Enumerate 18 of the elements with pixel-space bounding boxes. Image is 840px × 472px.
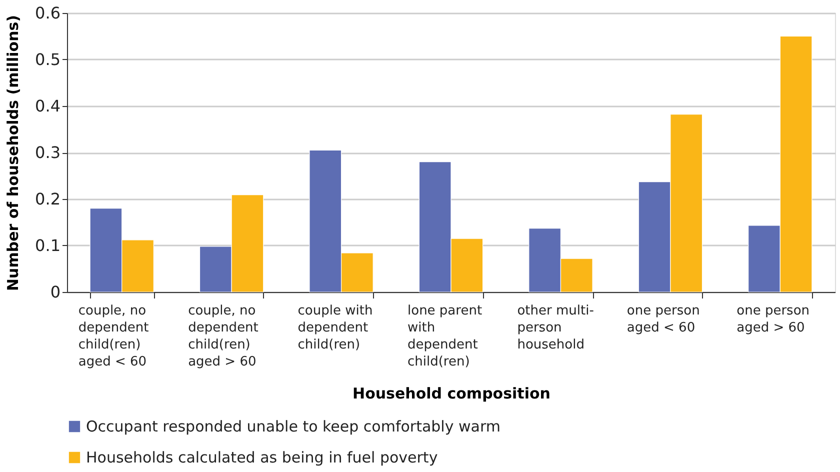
- y-tick-label: 0.6: [35, 4, 60, 22]
- y-tick-label: 0.5: [35, 50, 60, 69]
- y-axis-title: Number of households (millions): [4, 14, 22, 292]
- x-tick-label: lone parent with dependent child(ren): [408, 304, 482, 370]
- x-tick-label: couple, no dependent child(ren) aged < 60: [78, 304, 149, 370]
- y-tick-label: 0.1: [35, 236, 60, 255]
- y-tick-label: 0.4: [35, 96, 60, 116]
- legend-label: Households calculated as being in fuel poverty: [86, 448, 438, 466]
- x-tick-label: couple with dependent child(ren): [298, 304, 373, 352]
- x-tick-label: one person aged > 60: [736, 304, 810, 336]
- x-tick-label: couple, no dependent child(ren) aged > 60: [188, 304, 258, 370]
- x-tick-label: other multi- person household: [517, 304, 594, 352]
- x-tick-label: one person aged < 60: [626, 304, 700, 336]
- legend-label: Occupant responded unable to keep comfortably warm: [86, 418, 500, 436]
- x-axis-title: Household composition: [352, 384, 550, 402]
- y-tick-label: 0.3: [35, 143, 60, 162]
- y-tick-label: 0.2: [35, 190, 60, 208]
- y-tick-label: 0: [50, 282, 60, 302]
